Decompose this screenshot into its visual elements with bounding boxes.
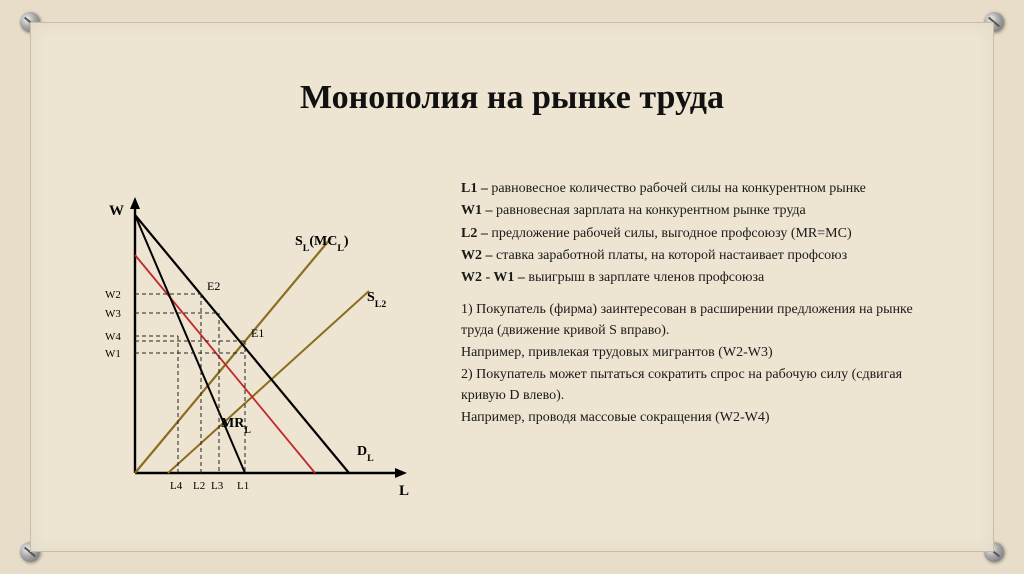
body-line: 2) Покупатель может пытаться сократить с… — [461, 365, 941, 406]
svg-text:W3: W3 — [105, 308, 121, 320]
svg-text:W: W — [109, 203, 124, 219]
labor-market-chart: W L E1 E2 DL MRL SL(MCL) SL2 W2 W3 W4 W1 L4 L2 L3 L1 — [93, 193, 423, 513]
svg-text:W1: W1 — [105, 348, 121, 360]
svg-text:MRL: MRL — [221, 416, 251, 436]
svg-text:SL2: SL2 — [367, 290, 386, 310]
svg-text:W4: W4 — [105, 331, 121, 343]
definition-line: W1 – равновесная зарплата на конкурентно… — [461, 201, 941, 221]
definition-line: W2 - W1 – выигрыш в зарплате членов проф… — [461, 268, 941, 288]
svg-text:SL(MCL): SL(MCL) — [295, 234, 349, 254]
body-line: Например, привлекая трудовых мигрантов (… — [461, 343, 941, 363]
svg-text:L3: L3 — [211, 480, 224, 492]
definition-line: W2 – ставка заработной платы, на которой… — [461, 246, 941, 266]
svg-text:L1: L1 — [237, 480, 249, 492]
body-line: Например, проводя массовые сокращения (W… — [461, 408, 941, 428]
slide-title: Монополия на рынке труда — [31, 79, 993, 117]
svg-text:DL: DL — [357, 444, 374, 464]
slide-text: L1 – равновесное количество рабочей силы… — [461, 179, 941, 430]
svg-text:E2: E2 — [207, 279, 220, 293]
svg-text:E1: E1 — [251, 326, 264, 340]
body-line: 1) Покупатель (фирма) заинтересован в ра… — [461, 300, 941, 341]
slide-frame: Монополия на рынке труда W L E1 E2 DL MRL SL(M… — [30, 22, 994, 552]
svg-text:L: L — [399, 483, 409, 499]
definition-line: L2 – предложение рабочей силы, выгодное … — [461, 224, 941, 244]
svg-text:W2: W2 — [105, 289, 121, 301]
svg-text:L2: L2 — [193, 480, 205, 492]
definition-line: L1 – равновесное количество рабочей силы… — [461, 179, 941, 199]
svg-text:L4: L4 — [170, 480, 183, 492]
